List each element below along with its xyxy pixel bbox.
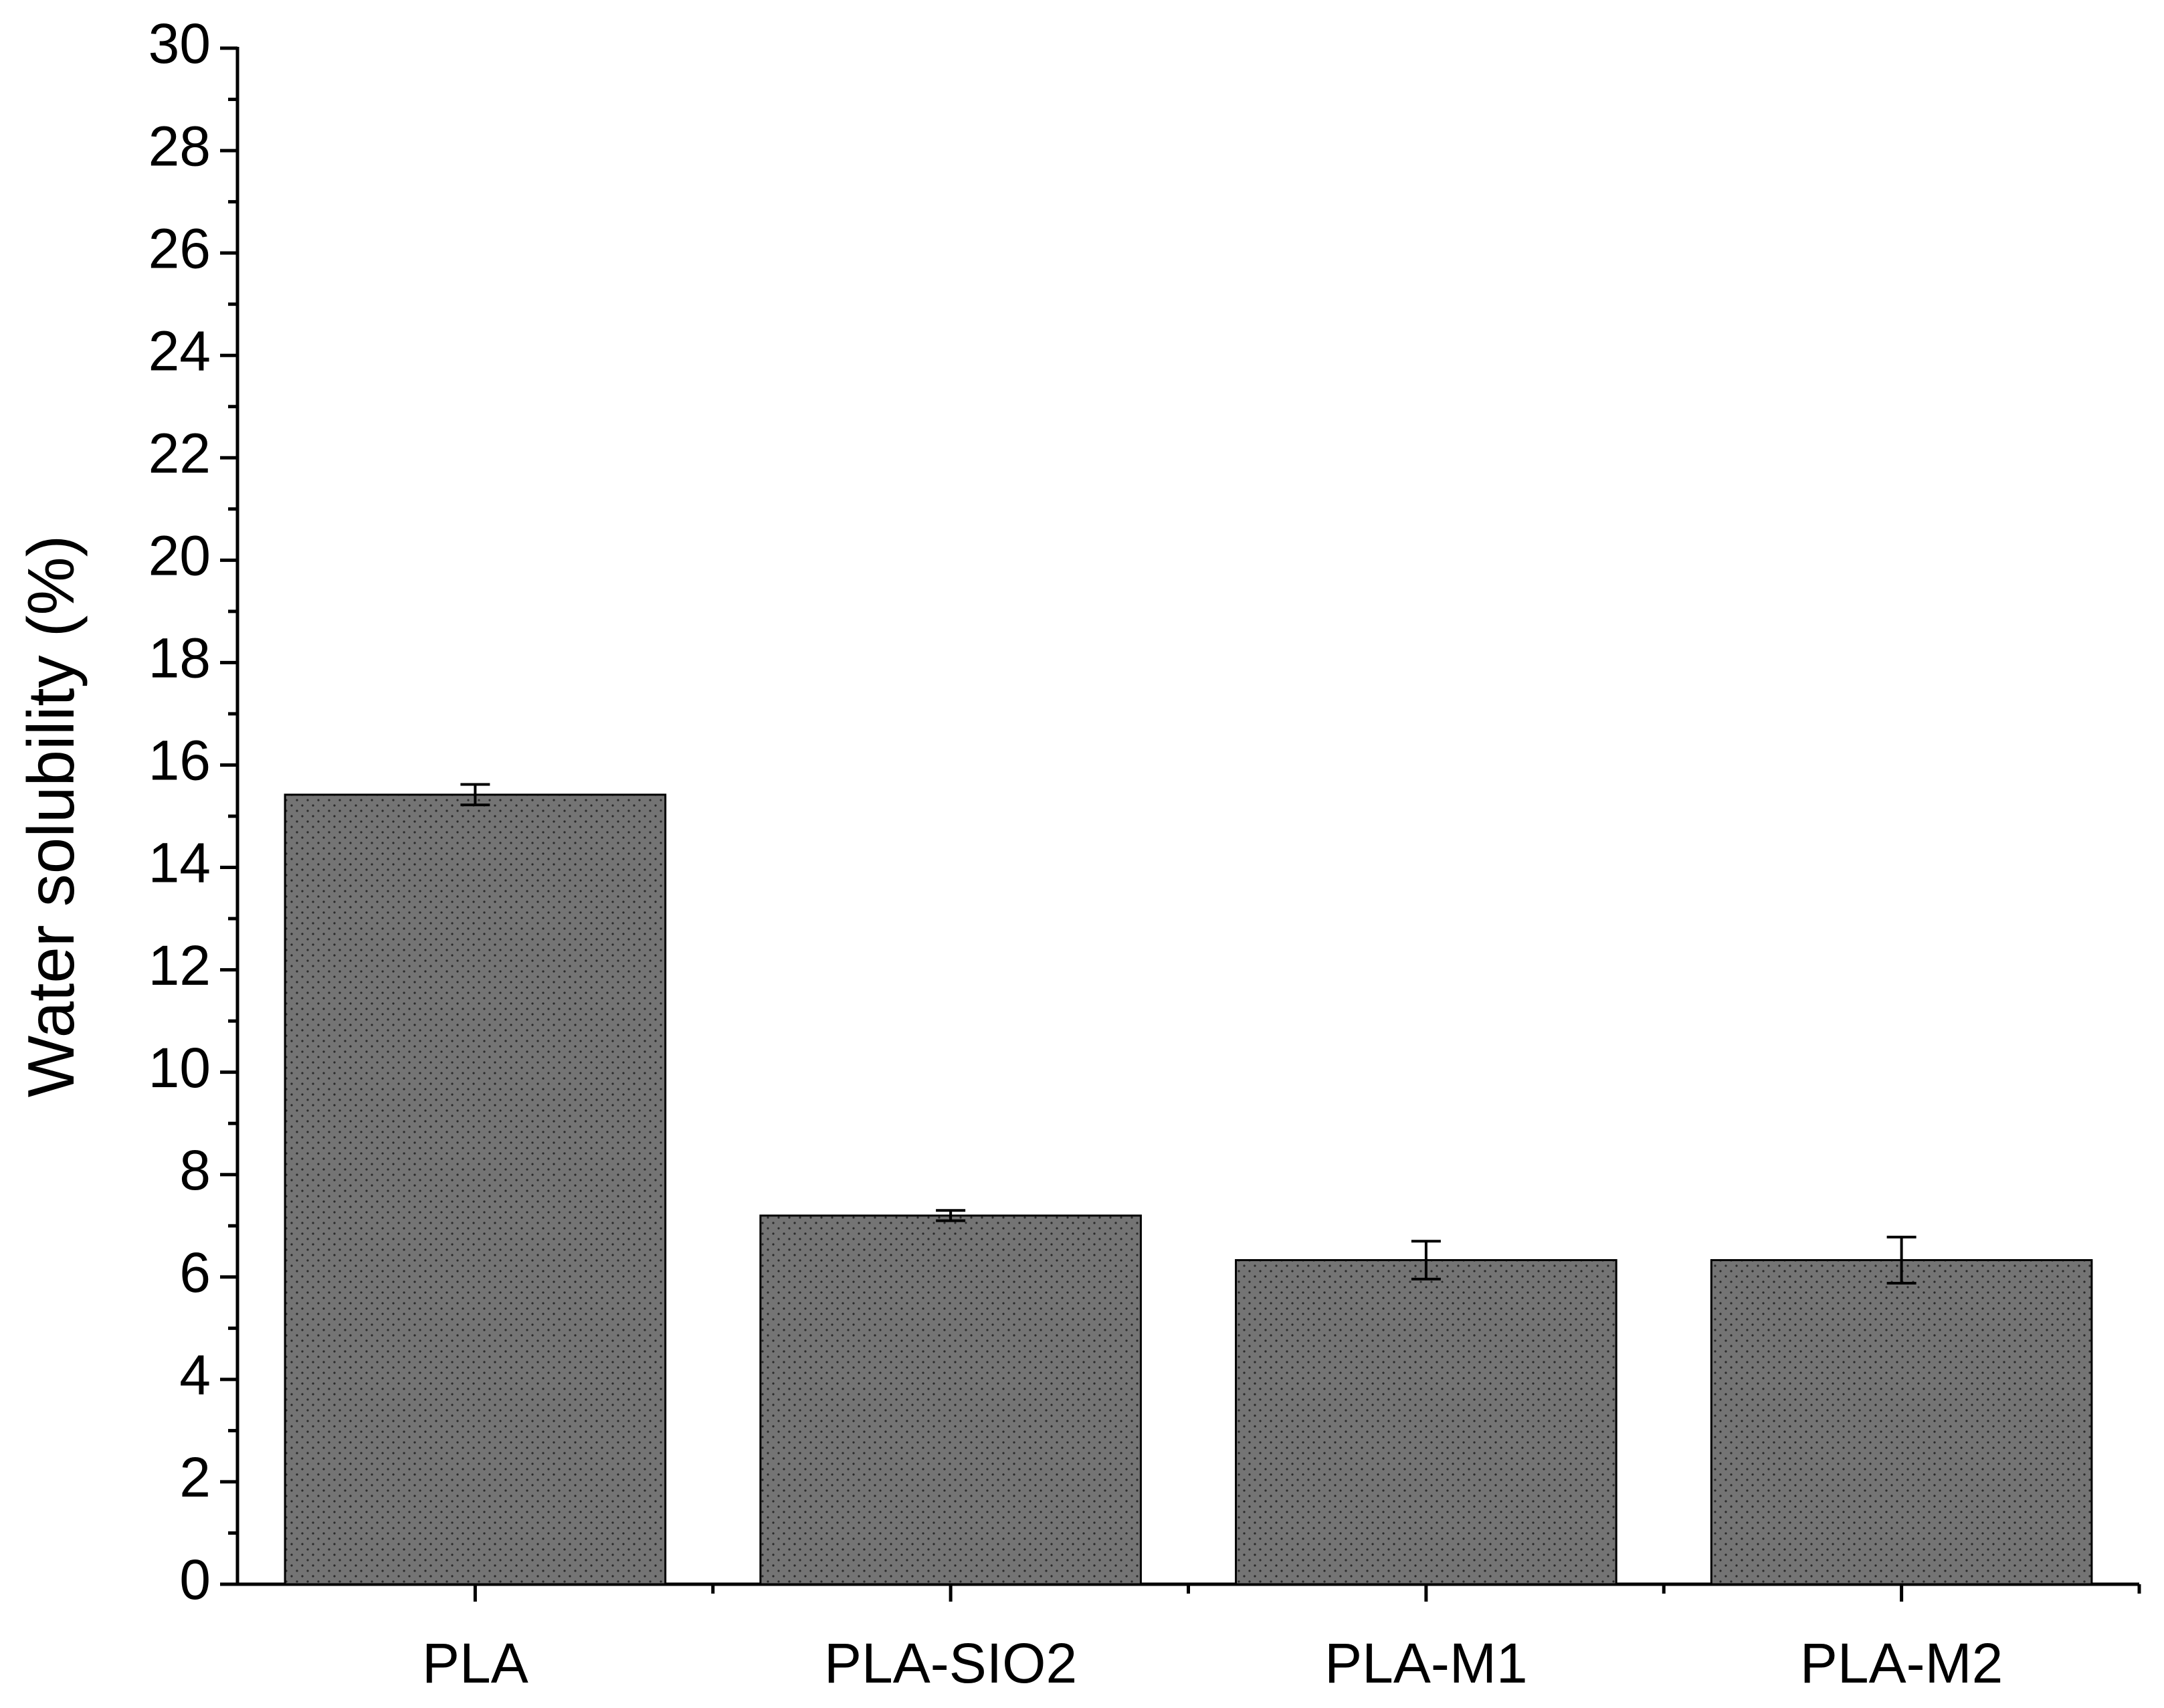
y-tick-label: 12 [149, 934, 211, 997]
y-tick-label: 6 [179, 1241, 211, 1304]
bar [759, 1214, 1142, 1586]
y-tick-label: 8 [179, 1139, 211, 1202]
y-tick-label: 4 [179, 1343, 211, 1406]
y-tick-label: 0 [179, 1548, 211, 1611]
y-tick-label: 18 [149, 627, 211, 690]
y-tick-label: 28 [149, 114, 211, 177]
x-tick-label: PLA-SIO2 [824, 1632, 1077, 1695]
bar [284, 793, 667, 1586]
y-tick-label: 22 [149, 421, 211, 484]
x-tick-label: PLA-M2 [1800, 1632, 2003, 1695]
y-axis-title: Water solubility (%) [14, 535, 88, 1097]
bar [1710, 1259, 2093, 1586]
x-tick-label: PLA-M1 [1324, 1632, 1527, 1695]
y-tick-label: 24 [149, 319, 211, 382]
y-tick-label: 26 [149, 217, 211, 280]
bar [1235, 1259, 1617, 1586]
y-tick-label: 16 [149, 729, 211, 792]
y-tick-label: 20 [149, 525, 211, 587]
y-tick-label: 30 [149, 12, 211, 75]
y-tick-label: 10 [149, 1036, 211, 1099]
y-tick-label: 2 [179, 1446, 211, 1509]
y-tick-label: 14 [149, 832, 211, 894]
x-tick-label: PLA [422, 1632, 528, 1695]
